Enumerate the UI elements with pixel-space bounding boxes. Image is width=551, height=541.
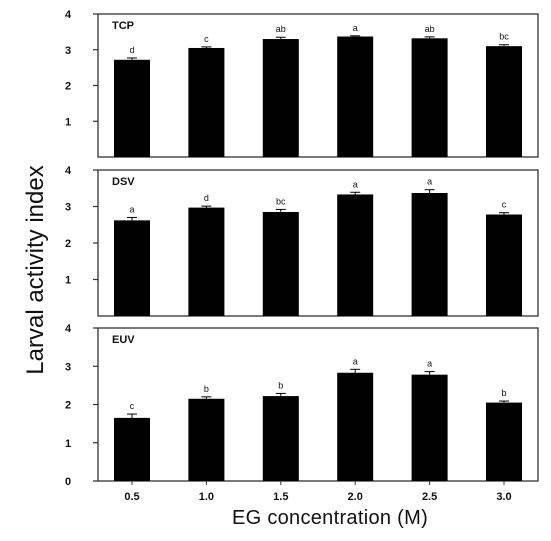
- bar: [188, 207, 225, 316]
- bar: [188, 47, 225, 157]
- y-tick-label: 0: [65, 476, 71, 488]
- y-tick-label: 1: [65, 116, 71, 128]
- y-tick-label: 2: [65, 238, 71, 250]
- significance-label: c: [130, 401, 135, 411]
- bar: [411, 374, 448, 481]
- y-tick-label: 4: [65, 9, 72, 21]
- bar: [486, 402, 522, 481]
- significance-label: bc: [276, 196, 286, 206]
- panel-title: EUV: [112, 334, 135, 346]
- bar: [337, 36, 374, 157]
- significance-label: b: [278, 380, 283, 390]
- x-tick-label: 2.0: [348, 491, 363, 503]
- x-tick-label: 1.0: [199, 491, 214, 503]
- y-tick-label: 3: [65, 202, 71, 214]
- significance-label: ab: [425, 24, 435, 34]
- bar: [114, 59, 150, 158]
- y-tick-label: 1: [65, 438, 71, 450]
- bar: [188, 398, 225, 481]
- y-tick-label: 3: [65, 45, 71, 57]
- significance-label: a: [427, 177, 432, 187]
- bar: [262, 39, 299, 157]
- bar: [486, 46, 522, 157]
- panel-frame: [97, 169, 539, 317]
- significance-label: c: [502, 200, 507, 210]
- panel-frame: [97, 13, 539, 158]
- significance-label: b: [501, 388, 506, 398]
- y-tick-label: 3: [65, 361, 71, 373]
- bar: [486, 214, 522, 316]
- panel-frame: [97, 327, 539, 482]
- bar: [262, 396, 299, 481]
- bar: [114, 220, 150, 316]
- panel-title: TCP: [112, 20, 134, 32]
- bar: [411, 192, 448, 316]
- significance-label: a: [353, 23, 358, 33]
- significance-label: d: [204, 193, 209, 203]
- y-tick-label: 2: [65, 81, 71, 93]
- significance-label: a: [427, 359, 432, 369]
- significance-label: c: [204, 34, 209, 44]
- significance-label: a: [353, 179, 358, 189]
- x-tick-label: 3.0: [496, 491, 511, 503]
- x-tick-label: 1.5: [273, 491, 288, 503]
- y-tick-label: 4: [65, 165, 72, 177]
- y-tick-label: 1: [65, 275, 71, 287]
- bar: [337, 194, 374, 316]
- significance-label: d: [129, 45, 134, 55]
- y-tick-label: 4: [65, 323, 72, 335]
- significance-label: bc: [499, 32, 509, 42]
- panel-title: DSV: [112, 176, 135, 188]
- x-tick-label: 2.5: [422, 491, 437, 503]
- significance-label: b: [204, 384, 209, 394]
- y-tick-label: 2: [65, 400, 71, 412]
- x-axis-label: EG concentration (M): [231, 507, 429, 529]
- bar: [411, 38, 448, 158]
- bar: [262, 211, 299, 316]
- bar: [114, 417, 150, 481]
- significance-label: ab: [276, 24, 286, 34]
- significance-label: a: [353, 356, 358, 366]
- bar: [337, 372, 374, 481]
- x-tick-label: 0.5: [124, 491, 139, 503]
- significance-label: a: [129, 204, 134, 214]
